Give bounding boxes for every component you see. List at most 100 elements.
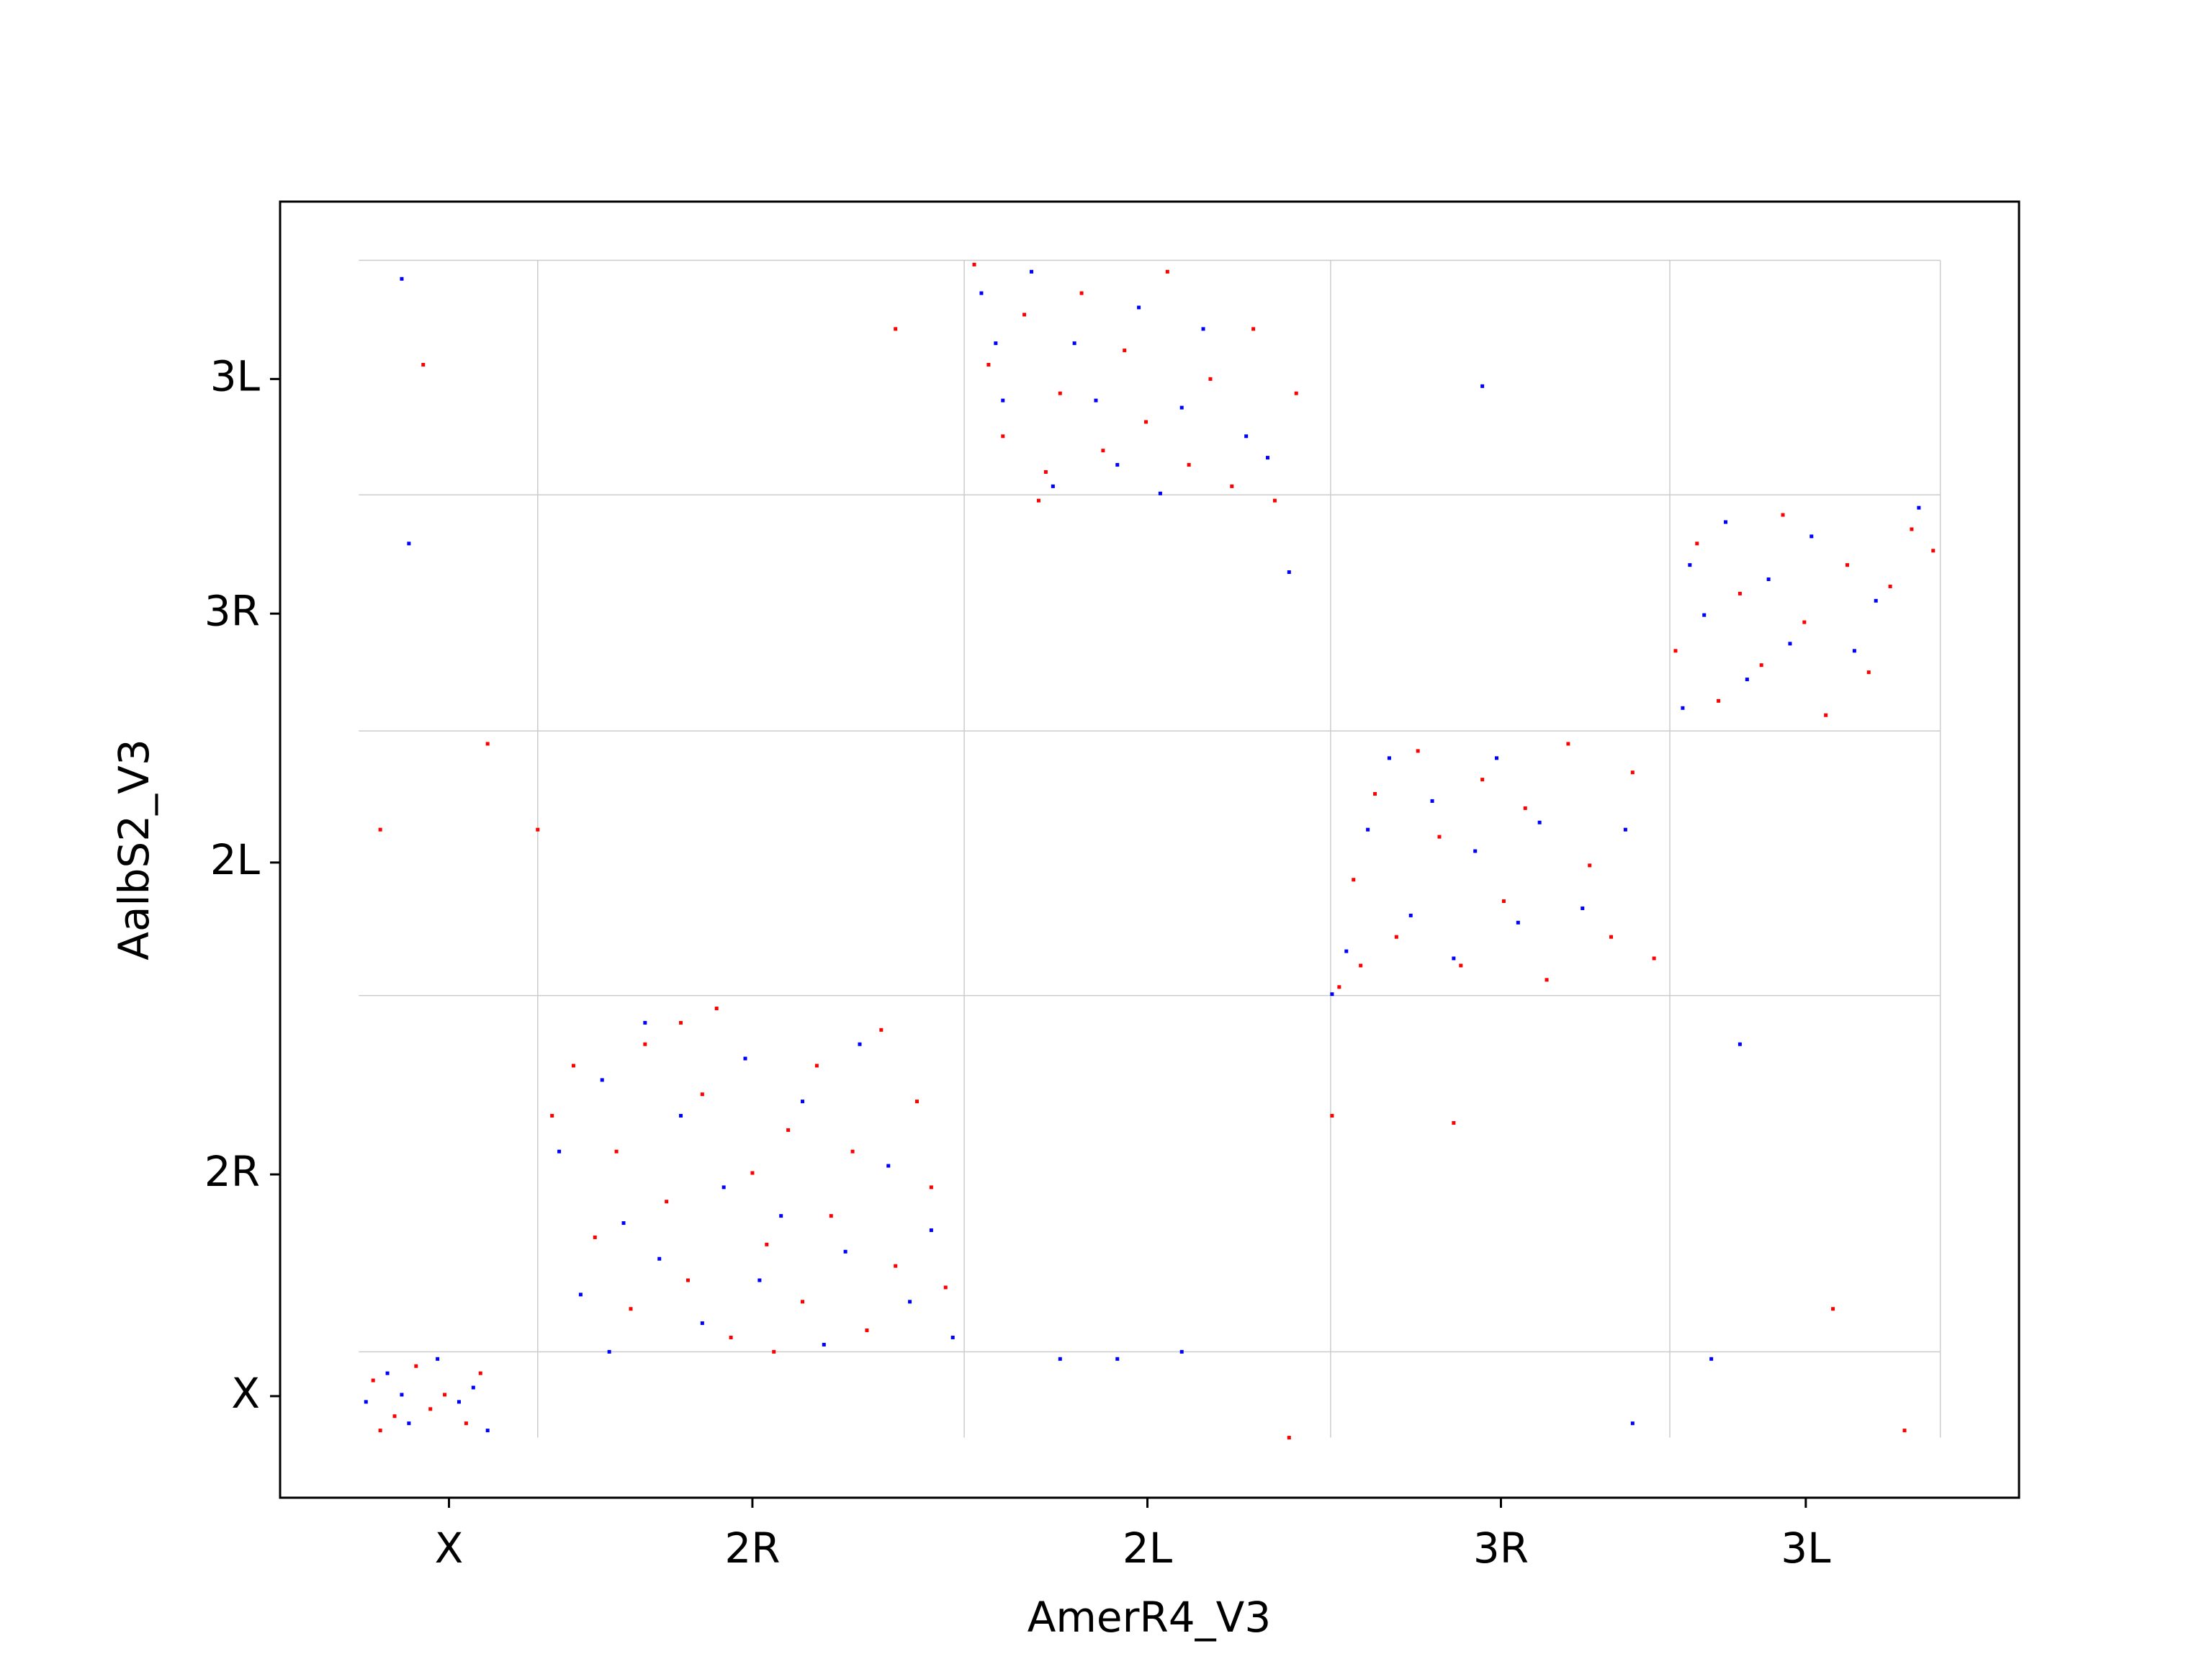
point bbox=[414, 1364, 418, 1368]
point bbox=[485, 742, 490, 746]
point bbox=[800, 1100, 804, 1104]
point bbox=[1681, 706, 1685, 710]
point bbox=[550, 1114, 554, 1118]
point bbox=[1330, 1114, 1334, 1118]
point bbox=[1473, 849, 1478, 853]
x-tick-label: X bbox=[435, 1524, 464, 1573]
y-tick-label: 2L bbox=[210, 835, 260, 884]
point bbox=[1158, 491, 1162, 495]
point bbox=[1387, 756, 1391, 760]
y-tick-label: 3R bbox=[204, 586, 260, 635]
point bbox=[908, 1300, 912, 1304]
point bbox=[1495, 756, 1499, 760]
x-tick-label: 3L bbox=[1781, 1524, 1830, 1573]
point bbox=[1917, 505, 1921, 510]
point bbox=[1623, 827, 1627, 832]
point bbox=[986, 362, 991, 367]
point bbox=[1072, 341, 1076, 346]
point bbox=[1244, 434, 1249, 439]
point bbox=[1394, 935, 1398, 939]
point bbox=[1480, 778, 1485, 782]
point bbox=[1737, 591, 1742, 595]
point bbox=[657, 1256, 662, 1261]
plot-frame bbox=[279, 200, 2020, 1499]
point bbox=[1781, 513, 1785, 517]
point bbox=[1187, 463, 1191, 467]
point bbox=[378, 827, 382, 832]
point bbox=[485, 1429, 490, 1433]
point bbox=[1437, 835, 1442, 839]
point bbox=[1430, 799, 1434, 803]
point bbox=[1609, 935, 1614, 939]
point bbox=[829, 1214, 833, 1218]
point bbox=[679, 1020, 683, 1025]
point bbox=[894, 327, 898, 331]
point bbox=[1416, 749, 1420, 753]
point bbox=[1115, 1357, 1120, 1361]
point bbox=[1702, 613, 1707, 617]
point bbox=[850, 1149, 855, 1154]
point bbox=[1001, 398, 1005, 403]
point bbox=[1101, 449, 1105, 453]
point bbox=[1724, 520, 1728, 524]
point bbox=[371, 1378, 375, 1382]
point bbox=[629, 1307, 633, 1311]
point bbox=[1265, 456, 1269, 460]
point bbox=[464, 1421, 468, 1426]
point bbox=[894, 1264, 898, 1268]
point bbox=[1079, 291, 1084, 295]
point bbox=[364, 1400, 368, 1404]
point bbox=[1737, 1042, 1742, 1046]
point bbox=[915, 1100, 920, 1104]
point bbox=[772, 1349, 776, 1354]
point bbox=[643, 1020, 647, 1025]
point bbox=[407, 541, 411, 546]
point bbox=[1058, 391, 1062, 395]
point bbox=[700, 1092, 704, 1097]
point bbox=[1330, 992, 1334, 997]
point bbox=[400, 276, 404, 281]
point bbox=[1688, 563, 1692, 567]
point bbox=[400, 1393, 404, 1397]
point bbox=[1717, 698, 1721, 703]
point bbox=[1673, 649, 1678, 653]
x-tick-label: 2R bbox=[724, 1524, 780, 1573]
point bbox=[858, 1042, 862, 1046]
point bbox=[1831, 1307, 1835, 1311]
point bbox=[786, 1128, 791, 1132]
point bbox=[1888, 584, 1892, 588]
point bbox=[994, 341, 998, 346]
point bbox=[865, 1328, 869, 1333]
point bbox=[1359, 963, 1363, 968]
point bbox=[929, 1228, 933, 1232]
point bbox=[1337, 985, 1341, 989]
point bbox=[1480, 384, 1485, 388]
point bbox=[1874, 598, 1878, 603]
point bbox=[571, 1064, 575, 1068]
point bbox=[1581, 906, 1585, 910]
point bbox=[443, 1393, 447, 1397]
point bbox=[1179, 405, 1184, 410]
point bbox=[979, 291, 984, 295]
point bbox=[950, 1335, 955, 1339]
point bbox=[1745, 678, 1749, 682]
point bbox=[1043, 469, 1048, 474]
point bbox=[1030, 269, 1034, 274]
point bbox=[929, 1185, 933, 1190]
point bbox=[886, 1164, 891, 1168]
point bbox=[822, 1342, 826, 1346]
point bbox=[665, 1200, 669, 1204]
point bbox=[685, 1278, 690, 1282]
point bbox=[721, 1185, 726, 1190]
point bbox=[1452, 1120, 1456, 1125]
point bbox=[1866, 670, 1871, 675]
point bbox=[1352, 878, 1356, 882]
point bbox=[536, 827, 540, 832]
point bbox=[1537, 820, 1542, 824]
point bbox=[607, 1349, 611, 1354]
point bbox=[614, 1149, 619, 1154]
point bbox=[428, 1407, 433, 1411]
point bbox=[1588, 863, 1592, 868]
point bbox=[1566, 742, 1570, 746]
